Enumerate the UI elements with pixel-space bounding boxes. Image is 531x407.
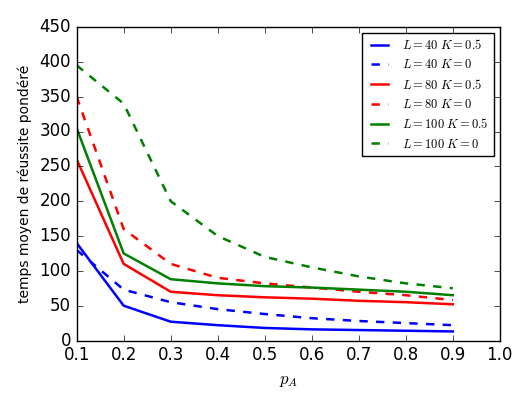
Line: $L = 80 \; K = 0$: $L = 80 \; K = 0$: [76, 97, 453, 300]
$L = 100 \; K = 0.5$: [450, 293, 456, 298]
$L = 80 \; K = 0.5$: [356, 298, 362, 303]
$L = 100 \; K = 0$: [356, 274, 362, 279]
$L = 40 \; K = 0.5$: [121, 303, 127, 308]
$L = 40 \; K = 0.5$: [309, 327, 315, 332]
$L = 40 \; K = 0.5$: [450, 329, 456, 334]
$L = 40 \; K = 0$: [356, 319, 362, 324]
$L = 100 \; K = 0$: [73, 63, 80, 68]
$L = 80 \; K = 0$: [262, 281, 268, 286]
Line: $L = 100 \; K = 0$: $L = 100 \; K = 0$: [76, 65, 453, 288]
$L = 100 \; K = 0$: [167, 199, 174, 204]
$L = 80 \; K = 0.5$: [262, 295, 268, 300]
$L = 40 \; K = 0.5$: [262, 326, 268, 330]
$L = 40 \; K = 0.5$: [215, 323, 221, 328]
$L = 80 \; K = 0.5$: [450, 302, 456, 307]
$L = 40 \; K = 0.5$: [167, 319, 174, 324]
$L = 80 \; K = 0$: [402, 293, 409, 298]
$L = 100 \; K = 0.5$: [167, 277, 174, 282]
$L = 100 \; K = 0$: [121, 101, 127, 106]
$L = 40 \; K = 0$: [262, 312, 268, 317]
$L = 80 \; K = 0.5$: [73, 157, 80, 162]
$L = 40 \; K = 0$: [73, 247, 80, 252]
$L = 40 \; K = 0$: [309, 316, 315, 321]
$L = 40 \; K = 0.5$: [356, 328, 362, 333]
Line: $L = 80 \; K = 0.5$: $L = 80 \; K = 0.5$: [76, 160, 453, 304]
$L = 80 \; K = 0$: [309, 285, 315, 290]
$L = 40 \; K = 0$: [121, 287, 127, 292]
$L = 80 \; K = 0$: [121, 227, 127, 232]
$L = 40 \; K = 0$: [450, 323, 456, 328]
$L = 80 \; K = 0$: [450, 298, 456, 302]
$L = 40 \; K = 0$: [167, 300, 174, 304]
$L = 80 \; K = 0.5$: [167, 289, 174, 294]
Y-axis label: temps moyen de réussite pondéré: temps moyen de réussite pondéré: [18, 65, 32, 303]
$L = 100 \; K = 0.5$: [402, 289, 409, 294]
$L = 40 \; K = 0.5$: [402, 328, 409, 333]
$L = 80 \; K = 0.5$: [121, 261, 127, 266]
$L = 100 \; K = 0.5$: [356, 287, 362, 292]
$L = 100 \; K = 0.5$: [309, 285, 315, 290]
$L = 80 \; K = 0$: [356, 289, 362, 294]
$L = 40 \; K = 0$: [402, 321, 409, 326]
$L = 80 \; K = 0.5$: [309, 296, 315, 301]
$L = 40 \; K = 0.5$: [73, 241, 80, 245]
$L = 100 \; K = 0$: [262, 254, 268, 259]
$L = 100 \; K = 0$: [450, 286, 456, 291]
Legend: $L = 40 \; K = 0.5$, $L = 40 \; K = 0$, $L = 80 \; K = 0.5$, $L = 80 \; K = 0$, : $L = 40 \; K = 0.5$, $L = 40 \; K = 0$, …: [362, 33, 493, 155]
$L = 100 \; K = 0.5$: [262, 284, 268, 289]
Line: $L = 40 \; K = 0$: $L = 40 \; K = 0$: [76, 250, 453, 325]
$L = 100 \; K = 0$: [309, 265, 315, 270]
$L = 40 \; K = 0$: [215, 307, 221, 312]
$L = 80 \; K = 0.5$: [402, 300, 409, 304]
$L = 80 \; K = 0$: [215, 276, 221, 280]
$L = 100 \; K = 0.5$: [73, 126, 80, 131]
$L = 100 \; K = 0.5$: [215, 281, 221, 286]
$L = 80 \; K = 0$: [73, 94, 80, 99]
$L = 80 \; K = 0$: [167, 261, 174, 266]
$L = 100 \; K = 0.5$: [121, 251, 127, 256]
$L = 100 \; K = 0$: [215, 234, 221, 239]
$L = 80 \; K = 0.5$: [215, 293, 221, 298]
X-axis label: $p_A$: $p_A$: [279, 371, 298, 389]
$L = 100 \; K = 0$: [402, 281, 409, 286]
Line: $L = 40 \; K = 0.5$: $L = 40 \; K = 0.5$: [76, 243, 453, 331]
Line: $L = 100 \; K = 0.5$: $L = 100 \; K = 0.5$: [76, 128, 453, 295]
